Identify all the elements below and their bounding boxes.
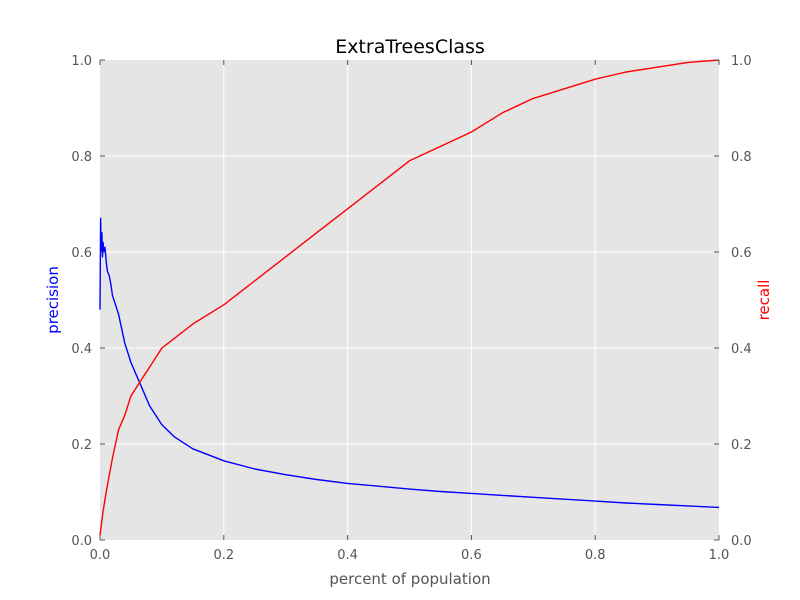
y-right-tick-label: 0.6 — [731, 246, 752, 261]
y-right-tick-label: 0.0 — [731, 534, 752, 549]
x-axis-title: percent of population — [329, 570, 490, 588]
y-axis-left-title: precision — [44, 266, 62, 334]
series-line-precision — [99, 217, 720, 509]
tick-labels: 0.0 0.2 0.4 0.6 0.8 1.00.00.20.40.60.81.00.00… — [71, 54, 751, 563]
x-tick-label: 0.6 — [461, 548, 482, 563]
y-left-tick-label: 0.4 — [71, 342, 92, 357]
y-left-tick-label: 0.8 — [71, 150, 92, 165]
y-left-tick-label: 0.6 — [71, 246, 92, 261]
y-right-tick-label: 0.4 — [731, 342, 752, 357]
y-left-tick-label: 0.0 — [71, 534, 92, 549]
y-left-tick-label: 0.2 — [71, 438, 92, 453]
x-tick-label: 0.4 — [337, 548, 358, 563]
x-tick-label: 0.8 — [585, 548, 606, 563]
chart-title: ExtraTreesClass — [335, 36, 485, 58]
y-right-tick-label: 0.8 — [731, 150, 752, 165]
y-left-tick-label: 1.0 — [71, 54, 92, 69]
x-tick-label: 0.2 — [213, 548, 234, 563]
series-line-recall — [99, 59, 720, 536]
plot-area — [100, 60, 719, 540]
grid — [100, 60, 719, 540]
x-tick-label: 0.0 — [90, 548, 111, 563]
x-tick-label: 1.0 — [709, 548, 730, 563]
tick-marks — [99, 59, 720, 541]
series-lines — [99, 59, 720, 536]
y-right-tick-label: 1.0 — [731, 54, 752, 69]
y-right-tick-label: 0.2 — [731, 438, 752, 453]
y-axis-right-title: recall — [755, 280, 773, 321]
